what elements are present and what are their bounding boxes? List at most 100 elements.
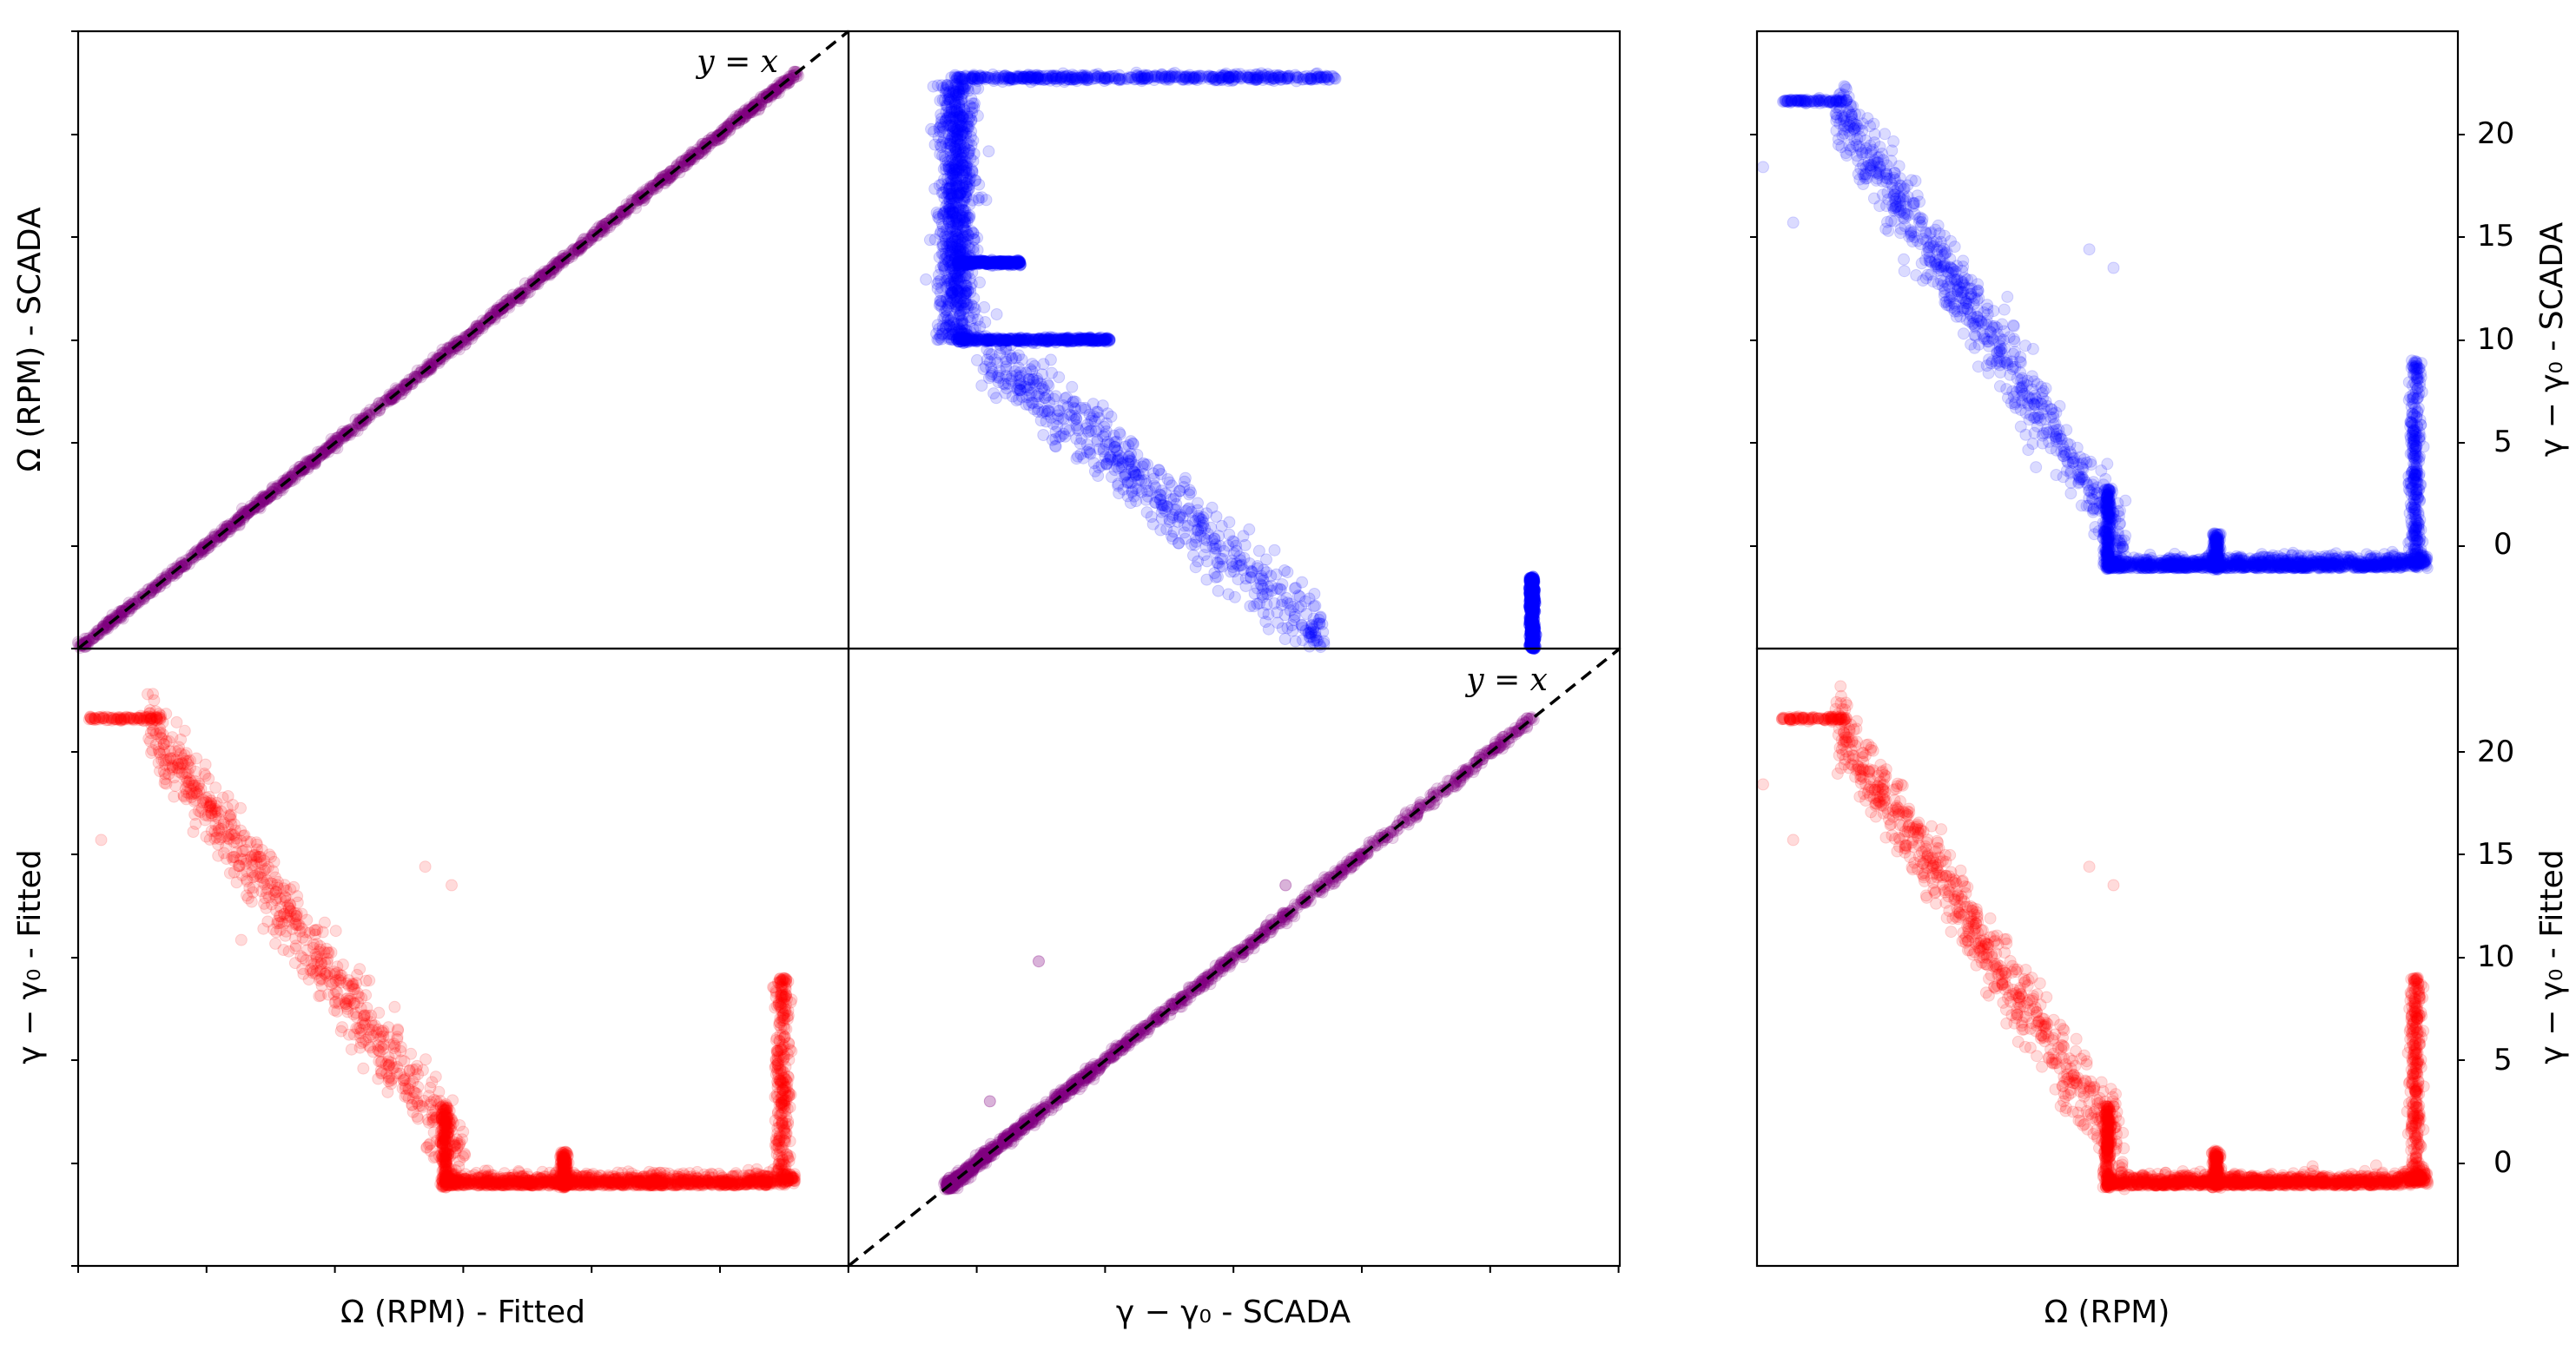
scatter-point	[1027, 70, 1040, 83]
scatter-point	[1053, 371, 1066, 384]
scatter-point	[1113, 426, 1126, 439]
scatter-point	[995, 258, 1008, 271]
scatter-point	[1014, 378, 1027, 391]
scatter-point	[927, 80, 940, 93]
scatter-point	[1311, 634, 1324, 647]
scatter-point	[982, 255, 995, 268]
scatter-point	[1300, 69, 1313, 82]
scatter-point	[972, 73, 985, 85]
scatter-point	[1079, 403, 1092, 416]
scatter-point	[1025, 386, 1038, 399]
scatter-point	[1957, 327, 1970, 340]
scatter-point	[961, 297, 974, 310]
scatter-point	[1192, 524, 1205, 537]
scatter-point	[1092, 70, 1105, 83]
scatter-point	[982, 372, 995, 385]
scatter-point	[941, 198, 954, 210]
scatter-point	[1037, 358, 1050, 371]
scatter-point	[1252, 544, 1265, 557]
scatter-point	[458, 331, 471, 344]
scatter-point	[582, 235, 594, 248]
scatter-point	[972, 335, 985, 347]
scatter-point	[1187, 549, 1199, 562]
scatter-point	[1795, 94, 1808, 107]
scatter-point	[1166, 511, 1179, 524]
scatter-point	[1037, 429, 1050, 441]
scatter-point	[1287, 600, 1300, 613]
scatter-point	[386, 393, 399, 406]
scatter-point	[1268, 597, 1281, 610]
scatter-point	[982, 145, 995, 158]
scatter-point	[1182, 73, 1195, 86]
scatter-point	[1268, 544, 1281, 557]
scatter-point	[1198, 549, 1211, 562]
scatter-point	[1251, 582, 1264, 595]
scatter-point	[1873, 200, 1886, 213]
scatter-point	[962, 212, 974, 225]
scatter-point	[958, 285, 971, 298]
scatter-point	[946, 161, 959, 174]
scatter-point	[1106, 471, 1118, 484]
scatter-point	[543, 267, 556, 280]
scatter-point	[1205, 521, 1218, 534]
scatter-point	[1245, 571, 1258, 584]
scatter-point	[1088, 465, 1101, 478]
scatter-point	[987, 387, 1001, 400]
scatter-point	[739, 109, 752, 122]
scatter-point	[933, 322, 946, 335]
scatter-point	[952, 202, 965, 214]
scatter-point	[506, 292, 519, 305]
scatter-point	[937, 121, 950, 134]
points-omega-scada-vs-gamma-scada	[920, 66, 1542, 655]
scatter-point	[959, 236, 972, 249]
scatter-point	[956, 110, 969, 123]
scatter-point	[955, 75, 968, 88]
scatter-point	[2019, 339, 2031, 353]
scatter-point	[941, 313, 954, 326]
scatter-point	[937, 260, 950, 273]
scatter-point	[961, 186, 974, 198]
scatter-point	[965, 92, 978, 105]
scatter-point	[1289, 635, 1302, 648]
scatter-point	[1327, 70, 1340, 83]
scatter-point	[1278, 633, 1291, 645]
scatter-point	[1004, 372, 1017, 386]
scatter-point	[631, 191, 644, 204]
scatter-point	[928, 138, 941, 151]
scatter-point	[996, 76, 1009, 88]
scatter-point	[1013, 255, 1026, 268]
scatter-point	[413, 366, 426, 379]
scatter-point	[1080, 333, 1092, 346]
scatter-point	[1876, 188, 1889, 201]
scatter-point	[1243, 557, 1256, 570]
scatter-point	[1020, 366, 1033, 379]
scatter-point	[993, 372, 1006, 385]
scatter-point	[1145, 511, 1158, 524]
scatter-point	[1051, 333, 1064, 346]
scatter-point	[1113, 72, 1126, 85]
scatter-point	[1527, 586, 1540, 599]
scatter-point	[1308, 588, 1321, 600]
scatter-point	[410, 372, 423, 386]
scatter-point	[1525, 572, 1538, 585]
scatter-point	[1223, 528, 1236, 541]
scatter-point	[1166, 479, 1179, 492]
scatter-point	[1154, 468, 1167, 480]
scatter-point	[1163, 73, 1176, 86]
scatter-point	[1166, 532, 1179, 545]
scatter-point	[953, 98, 966, 111]
scatter-point	[363, 411, 376, 424]
scatter-point	[962, 175, 975, 188]
scatter-point	[604, 219, 617, 232]
scatter-point	[1130, 66, 1143, 79]
scatter-point	[1053, 405, 1066, 418]
scatter-point	[1529, 633, 1542, 646]
scatter-point	[2030, 461, 2043, 474]
scatter-point	[942, 244, 955, 257]
scatter-point	[1898, 265, 1911, 278]
scatter-point	[1013, 392, 1026, 405]
points-omega-scada-vs-fitted	[72, 65, 805, 654]
scatter-point	[983, 333, 996, 346]
scatter-point	[971, 353, 983, 366]
scatter-point	[380, 393, 393, 406]
